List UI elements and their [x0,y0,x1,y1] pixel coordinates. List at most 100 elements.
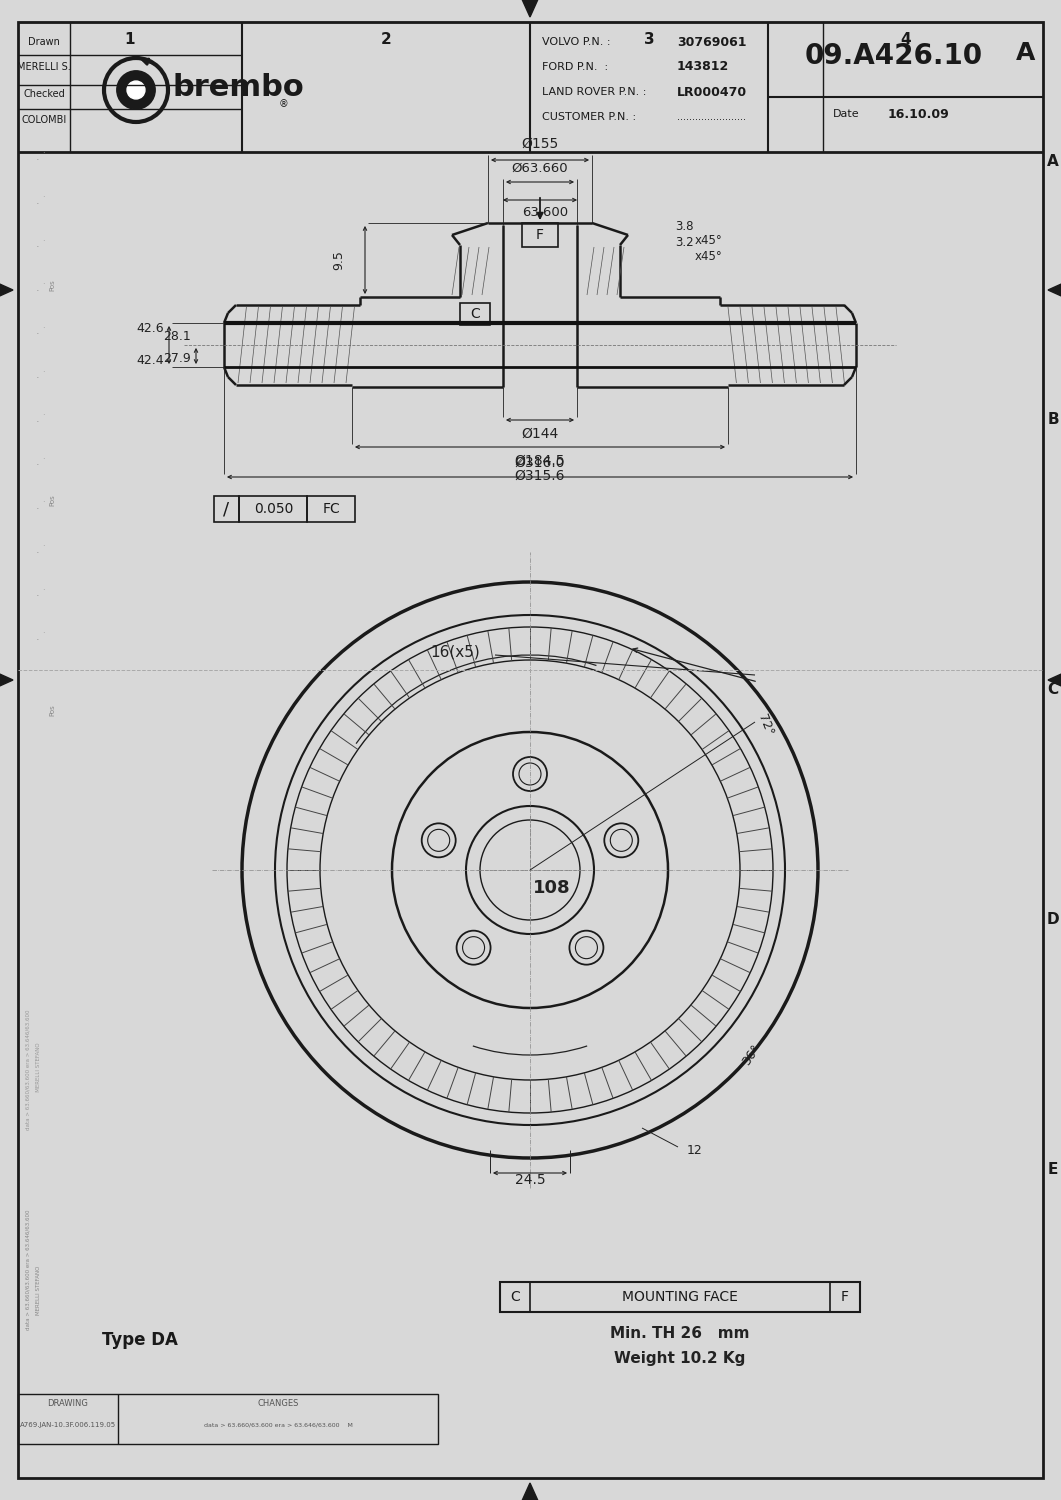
Text: 108: 108 [534,879,571,897]
Polygon shape [1048,282,1061,298]
Polygon shape [521,0,539,16]
Text: ·: · [41,411,45,420]
Text: ·: · [41,194,45,202]
Text: brembo: brembo [172,72,303,102]
Text: data > 63.660/63.600 era > 63.646/63.600: data > 63.660/63.600 era > 63.646/63.600 [25,1010,31,1131]
Text: Ø155: Ø155 [521,136,559,152]
Text: LAND ROVER P.N. :: LAND ROVER P.N. : [542,87,646,98]
Text: Pos: Pos [49,704,55,716]
Text: 12: 12 [688,1143,702,1156]
Text: 24.5: 24.5 [515,1173,545,1186]
Text: 27.9: 27.9 [163,352,191,366]
Text: C: C [470,308,480,321]
Text: ·: · [36,374,40,382]
Text: ·: · [41,498,45,507]
Text: MERELLI STEFANO: MERELLI STEFANO [35,1042,40,1098]
Text: A769.JAN-10.3F.006.119.05: A769.JAN-10.3F.006.119.05 [20,1422,116,1428]
Text: Date: Date [833,110,859,118]
Text: x45°: x45° [695,249,723,262]
Text: ·: · [41,630,45,639]
Bar [460,303,490,326]
Text: ·: · [36,154,40,165]
Text: ·: · [41,237,45,246]
Circle shape [127,81,145,99]
Text: /: / [223,500,229,517]
Text: FC: FC [323,503,340,516]
Text: F: F [841,1290,849,1304]
Polygon shape [0,282,13,298]
Text: 3.2: 3.2 [675,237,694,249]
Bar [214,496,239,522]
Text: Min. TH 26   mm: Min. TH 26 mm [610,1326,750,1341]
Text: Drawn: Drawn [28,38,59,46]
Text: FORD P.N.  :: FORD P.N. : [542,62,608,72]
Text: Ø316.0: Ø316.0 [515,456,566,470]
Text: ·: · [41,454,45,464]
Circle shape [117,70,155,110]
Text: 42.6: 42.6 [137,322,164,336]
Text: MERELLI S.: MERELLI S. [17,62,71,72]
Text: C: C [510,1290,520,1304]
Text: Checked: Checked [23,88,65,99]
Text: Type DA: Type DA [102,1330,178,1348]
Text: 28.1: 28.1 [163,330,191,344]
Text: Ø144: Ø144 [521,427,559,441]
Bar [500,1282,860,1312]
Text: 16(x5): 16(x5) [430,645,480,660]
Text: 9.5: 9.5 [332,251,345,270]
Text: ·: · [36,460,40,471]
Text: 143812: 143812 [677,60,729,74]
Text: ®: ® [278,99,288,109]
Bar [18,1394,438,1444]
Bar [500,1282,530,1312]
Bar [239,496,307,522]
Polygon shape [0,672,13,688]
Text: ·: · [41,586,45,596]
Text: D: D [1047,912,1059,927]
Text: Pos: Pos [49,279,55,291]
Text: CHANGES: CHANGES [258,1400,299,1408]
Text: 2: 2 [381,33,392,48]
Text: A: A [1047,154,1059,170]
Text: 16.10.09: 16.10.09 [888,108,950,120]
Text: LR000470: LR000470 [677,86,747,99]
Text: ·: · [36,243,40,252]
Text: ·: · [41,542,45,550]
Text: Weight 10.2 Kg: Weight 10.2 Kg [614,1350,746,1365]
Text: ·: · [41,280,45,290]
Text: ·: · [36,634,40,645]
Text: 63.600: 63.600 [522,207,568,219]
Text: 3.8: 3.8 [675,220,694,234]
Text: ·: · [41,368,45,376]
Text: 3: 3 [644,33,655,48]
Text: DRAWING: DRAWING [48,1400,88,1408]
Text: 4: 4 [900,33,910,48]
Text: COLOMBI: COLOMBI [21,116,67,124]
Text: Ø63.660: Ø63.660 [511,162,569,174]
Text: .......................: ....................... [677,112,746,122]
Text: ·: · [36,198,40,208]
Text: MERELLI STEFANO: MERELLI STEFANO [35,1266,40,1314]
Text: ·: · [36,548,40,558]
Text: 30769061: 30769061 [677,36,747,48]
Text: ·: · [36,591,40,602]
Text: ·: · [41,150,45,159]
Text: Ø315.6: Ø315.6 [515,470,566,483]
Polygon shape [1048,672,1061,688]
Text: ·: · [36,330,40,339]
Text: Ø184.5: Ø184.5 [515,454,566,468]
Bar [522,224,558,248]
Text: ·: · [41,324,45,333]
Text: F: F [536,228,544,242]
Text: E: E [1048,1162,1058,1178]
Text: 0.050: 0.050 [255,503,294,516]
Text: data > 63.660/63.600 era > 63.646/63.600    M: data > 63.660/63.600 era > 63.646/63.600… [204,1422,352,1428]
Text: VOLVO P.N. :: VOLVO P.N. : [542,38,610,46]
Bar [830,1282,860,1312]
Text: 72°: 72° [755,712,776,738]
Text: data > 63.660/63.600 era > 63.646/63.600: data > 63.660/63.600 era > 63.646/63.600 [25,1209,31,1330]
Bar [307,496,355,522]
Polygon shape [521,1484,539,1500]
Text: CUSTOMER P.N. :: CUSTOMER P.N. : [542,112,637,122]
Text: MOUNTING FACE: MOUNTING FACE [622,1290,738,1304]
